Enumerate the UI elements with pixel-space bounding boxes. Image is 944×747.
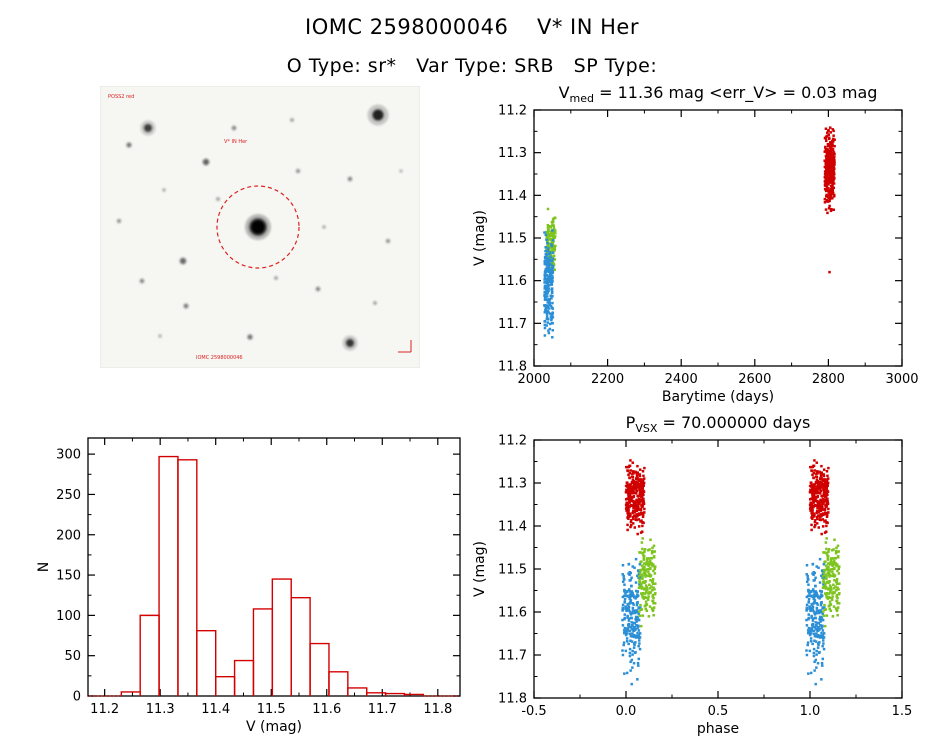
x-tick-label: 2200 bbox=[591, 372, 624, 387]
x-tick-label: 11.8 bbox=[423, 702, 452, 717]
x-tick-label: 11.2 bbox=[90, 702, 119, 717]
page-subtitle: O Type: sr* Var Type: SRB SP Type: bbox=[286, 55, 658, 77]
page-title: IOMC 2598000046 V* IN Her bbox=[305, 15, 639, 39]
y-tick-label: 11.5 bbox=[498, 563, 527, 578]
x-tick-label: 11.6 bbox=[312, 702, 341, 717]
x-axis-label: Barytime (days) bbox=[662, 389, 774, 405]
field-corner-mark bbox=[398, 340, 412, 353]
x-tick-label: 11.5 bbox=[257, 702, 286, 717]
x-tick-label: 11.7 bbox=[368, 702, 397, 717]
data-points bbox=[621, 459, 841, 686]
y-axis-label: V (mag) bbox=[472, 210, 488, 266]
x-tick-label: 2400 bbox=[665, 372, 698, 387]
y-axis-label: V (mag) bbox=[472, 541, 488, 597]
y-tick-label: 50 bbox=[64, 649, 81, 664]
histogram-bars bbox=[89, 455, 459, 697]
y-tick-label: 11.7 bbox=[498, 649, 527, 664]
x-tick-label: 11.3 bbox=[146, 702, 175, 717]
y-tick-label: 200 bbox=[56, 528, 81, 543]
x-tick-label: 0.0 bbox=[616, 704, 637, 719]
barytime-lightcurve-chart: 2000 2200 2400 2600 2800 3000 11.2 11.3 11.4 11.5… bbox=[472, 83, 919, 406]
chart-title: PVSX = 70.000000 days bbox=[626, 413, 811, 435]
x-tick-label: 0.5 bbox=[708, 704, 729, 719]
axes: 11.2 11.3 11.4 11.5 11.6 11.7 11.8 0 50 100 150 200… bbox=[36, 437, 461, 735]
magnitude-histogram-chart: 11.2 11.3 11.4 11.5 11.6 11.7 11.8 0 50 100 150 200… bbox=[36, 437, 461, 735]
y-axis-label: N bbox=[36, 562, 52, 572]
target-marker-circle bbox=[216, 185, 300, 269]
y-tick-label: 11.3 bbox=[498, 146, 527, 161]
y-tick-label: 11.2 bbox=[498, 434, 527, 449]
x-tick-label: 11.4 bbox=[201, 702, 230, 717]
x-axis-label: V (mag) bbox=[246, 719, 302, 735]
y-tick-label: 11.4 bbox=[498, 189, 527, 204]
x-tick-label: 2000 bbox=[517, 372, 550, 387]
field-annotation: IOMC 2598000046 bbox=[196, 355, 243, 361]
y-tick-label: 11.3 bbox=[498, 477, 527, 492]
x-tick-label: 3000 bbox=[885, 372, 918, 387]
x-tick-label: 2600 bbox=[738, 372, 771, 387]
axes: -0.5 0.0 0.5 1.0 1.5 11.2 11.3 11.4 11.5 11.6 11.7… bbox=[472, 434, 912, 738]
y-tick-label: 11.8 bbox=[498, 692, 527, 707]
y-tick-label: 11.6 bbox=[498, 606, 527, 621]
field-annotation: POSS2 red bbox=[108, 94, 134, 100]
y-tick-label: 11.6 bbox=[498, 274, 527, 289]
phase-folded-lightcurve-chart: -0.5 0.0 0.5 1.0 1.5 11.2 11.3 11.4 11.5 11.6 11.7… bbox=[472, 413, 912, 738]
field-stars bbox=[117, 104, 403, 351]
axes: 2000 2200 2400 2600 2800 3000 11.2 11.3 11.4 11.5… bbox=[472, 104, 919, 406]
y-tick-label: 0 bbox=[73, 690, 81, 705]
y-tick-label: 100 bbox=[56, 609, 81, 624]
y-tick-label: 150 bbox=[56, 569, 81, 584]
y-tick-label: 250 bbox=[56, 488, 81, 503]
y-tick-label: 11.4 bbox=[498, 520, 527, 535]
x-tick-label: 1.5 bbox=[892, 704, 913, 719]
x-axis-label: phase bbox=[697, 721, 739, 737]
y-tick-label: 300 bbox=[56, 448, 81, 463]
y-tick-label: 11.8 bbox=[498, 360, 527, 375]
field-annotation: V* IN Her bbox=[224, 139, 248, 145]
y-tick-label: 11.2 bbox=[498, 104, 527, 119]
data-points bbox=[543, 126, 836, 339]
y-tick-label: 11.7 bbox=[498, 317, 527, 332]
chart-title: Vmed = 11.36 mag <err_V> = 0.03 mag bbox=[559, 83, 878, 105]
y-tick-label: 11.5 bbox=[498, 232, 527, 247]
target-star bbox=[231, 200, 285, 254]
x-tick-label: -0.5 bbox=[521, 704, 546, 719]
x-tick-label: 2800 bbox=[812, 372, 845, 387]
finding-chart-image: POSS2 red V* IN Her IOMC 2598000046 bbox=[100, 86, 420, 368]
x-tick-label: 1.0 bbox=[800, 704, 821, 719]
